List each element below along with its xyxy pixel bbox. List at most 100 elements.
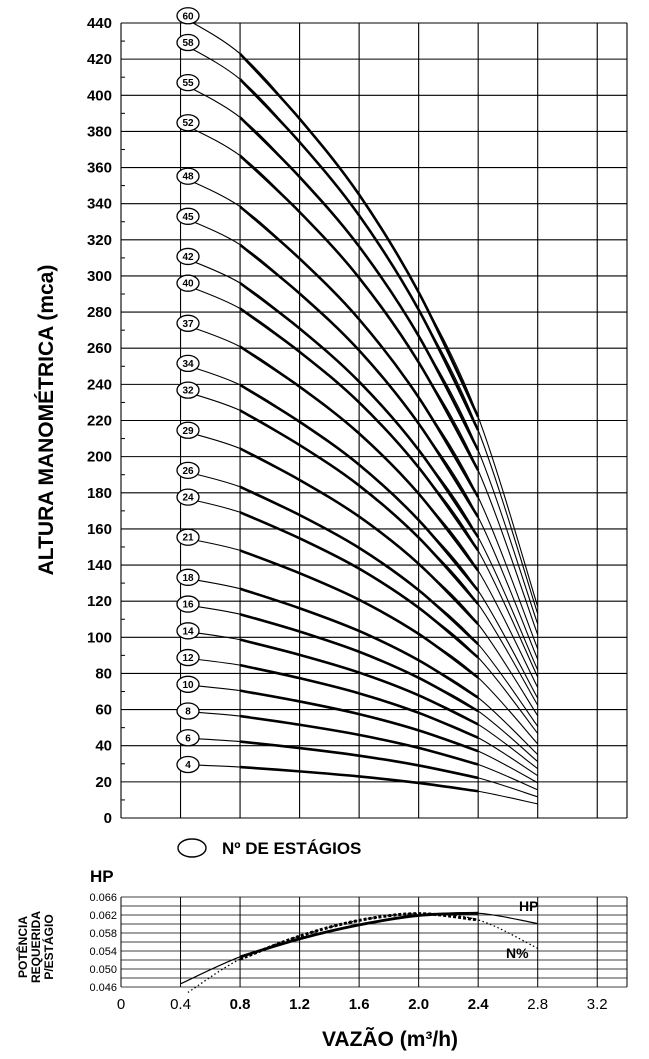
head-tick-label: 180 <box>87 485 112 502</box>
stage-label-marker <box>176 528 200 546</box>
head-tick-label: 280 <box>87 304 112 321</box>
head-tick-label: 120 <box>87 593 112 610</box>
power-tick-label: 0.046 <box>89 982 117 994</box>
stage-label: 26 <box>182 466 194 477</box>
stage-label-marker <box>176 114 200 132</box>
stage-curve-operating-range <box>239 52 480 418</box>
power-unit-label: HP <box>90 867 114 886</box>
flow-tick-label: 2.0 <box>408 996 429 1013</box>
stage-curve-operating-range <box>239 281 480 538</box>
stage-label-marker <box>176 381 200 399</box>
power-tick-label: 0.054 <box>89 946 117 958</box>
stage-label: 14 <box>182 626 194 637</box>
stage-label-marker <box>176 354 200 373</box>
stage-label: 55 <box>182 78 194 89</box>
head-tick-label: 220 <box>87 413 112 430</box>
stage-label-marker <box>176 207 200 225</box>
stage-curve-operating-range <box>239 345 480 572</box>
head-axis-ticks: 0 20 40 60 80 100 120 140 160 180 200 220 240 260 280 3… <box>87 15 112 827</box>
head-tick-label: 40 <box>95 738 112 755</box>
stage-curve-operating-range <box>239 205 480 498</box>
stage-label-marker <box>176 702 200 720</box>
stage-label: 60 <box>182 11 194 22</box>
stage-label-marker <box>176 461 200 480</box>
flow-axis-ticks: 0 0.4 0.8 1.2 1.6 2.0 2.4 2.8 3.2 <box>117 996 608 1013</box>
stage-label: 18 <box>182 573 194 584</box>
stage-curves <box>180 15 539 805</box>
stage-label-marker <box>176 274 200 292</box>
efficiency-series-label: N% <box>506 945 529 961</box>
power-curves <box>180 911 538 993</box>
stage-label: 10 <box>182 680 194 691</box>
stage-label-marker <box>176 675 200 693</box>
head-tick-label: 240 <box>87 376 112 393</box>
stage-label: 58 <box>182 38 194 49</box>
stage-label: 40 <box>182 279 194 290</box>
head-tick-label: 160 <box>87 521 112 538</box>
stage-labels: 4 6 8 10 12 14 16 18 21 24 26 29 32 34 37 40 42 45 48 52 55 5… <box>176 7 200 774</box>
stage-label-marker <box>176 488 200 506</box>
stage-label-marker <box>176 33 200 52</box>
head-tick-label: 80 <box>95 665 112 682</box>
stage-label-marker <box>176 247 200 266</box>
power-grid <box>120 896 628 988</box>
head-tick-label: 300 <box>87 268 112 285</box>
flow-tick-label: 0.8 <box>230 996 251 1013</box>
stage-label: 21 <box>182 533 194 544</box>
power-axis-ticks: 0.046 0.050 0.054 0.058 0.062 0.066 <box>89 892 117 994</box>
stage-curve-operating-range <box>239 689 479 753</box>
power-tick-label: 0.050 <box>89 964 117 976</box>
stage-label-marker <box>176 595 200 613</box>
stage-legend-text: Nº DE ESTÁGIOS <box>222 839 361 858</box>
flow-axis-title: VAZÃO (m³/h) <box>322 1028 458 1051</box>
stage-label: 52 <box>182 118 194 129</box>
stage-label-marker <box>176 167 200 185</box>
power-axis-title-line2: REQUERIDA <box>29 911 43 983</box>
flow-tick-label: 0 <box>117 996 125 1013</box>
stage-label-marker <box>176 755 200 774</box>
stage-legend: Nº DE ESTÁGIOS <box>177 838 361 858</box>
head-tick-label: 440 <box>87 15 112 32</box>
stage-curve-operating-range <box>239 154 480 471</box>
stage-label-marker <box>176 622 200 640</box>
stage-label-marker <box>176 314 200 332</box>
power-axis-title: POTÊNCIA REQUERIDA P/ESTÁGIO <box>15 911 56 983</box>
stage-curve-operating-range <box>239 116 480 451</box>
stage-curve-operating-range <box>239 485 480 646</box>
head-tick-label: 380 <box>87 123 112 140</box>
head-tick-label: 20 <box>95 774 112 791</box>
stage-curve-operating-range <box>239 447 480 626</box>
power-tick-label: 0.062 <box>89 910 117 922</box>
stage-label: 45 <box>182 212 194 223</box>
stage-label-marker <box>176 729 200 747</box>
stage-curve-operating-range <box>239 78 480 431</box>
head-tick-label: 100 <box>87 629 112 646</box>
power-axis-title-line1: POTÊNCIA <box>15 916 30 978</box>
stage-label: 29 <box>182 426 194 437</box>
stage-curve-operating-range <box>239 587 479 699</box>
stage-label: 24 <box>182 493 194 504</box>
stage-label-marker <box>176 73 200 92</box>
power-tick-label: 0.058 <box>89 928 117 940</box>
head-tick-label: 340 <box>87 196 112 213</box>
head-tick-label: 260 <box>87 340 112 357</box>
hp-series-label: HP <box>519 898 538 914</box>
stage-curve-operating-range <box>239 383 480 592</box>
stage-label: 48 <box>182 172 194 183</box>
flow-tick-label: 2.4 <box>468 996 490 1013</box>
stage-curve-operating-range <box>239 663 479 739</box>
stage-label: 6 <box>185 733 191 744</box>
stage-label-marker <box>176 421 200 439</box>
stage-label-marker <box>176 568 200 586</box>
stage-label-marker <box>176 7 200 25</box>
head-tick-label: 400 <box>87 87 112 104</box>
head-tick-label: 140 <box>87 557 112 574</box>
stage-curve-operating-range <box>239 638 479 726</box>
stage-curve-operating-range <box>239 409 480 605</box>
head-tick-label: 200 <box>87 449 112 466</box>
head-tick-label: 60 <box>95 702 112 719</box>
power-axis-title-line3: P/ESTÁGIO <box>41 914 56 979</box>
stage-label: 16 <box>182 600 194 611</box>
stage-curve-operating-range <box>239 511 480 659</box>
